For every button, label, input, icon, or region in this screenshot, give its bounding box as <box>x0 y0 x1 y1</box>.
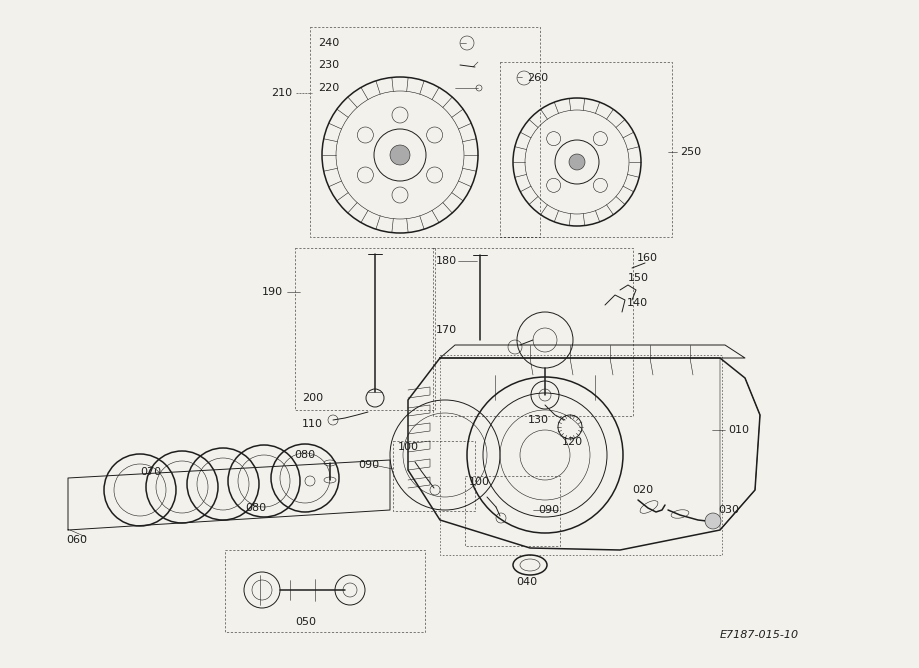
Text: 050: 050 <box>295 617 315 627</box>
Bar <box>499 62 671 237</box>
Text: 020: 020 <box>631 485 652 495</box>
Text: E7187-015-10: E7187-015-10 <box>720 630 799 640</box>
Text: 240: 240 <box>318 38 339 48</box>
Text: 060: 060 <box>66 535 87 545</box>
Bar <box>392 441 474 511</box>
Circle shape <box>390 145 410 165</box>
Bar <box>439 355 721 555</box>
Text: 080: 080 <box>244 503 266 513</box>
Bar <box>295 248 435 410</box>
Text: 140: 140 <box>627 298 647 308</box>
Text: 260: 260 <box>527 73 548 83</box>
Text: 120: 120 <box>562 437 583 447</box>
Text: 110: 110 <box>301 419 323 429</box>
Text: 190: 190 <box>262 287 283 297</box>
Bar <box>310 27 539 237</box>
Text: 080: 080 <box>294 450 315 460</box>
Text: 040: 040 <box>516 577 537 587</box>
Text: 090: 090 <box>538 505 559 515</box>
Text: 210: 210 <box>271 88 292 98</box>
Circle shape <box>704 513 720 529</box>
Text: 170: 170 <box>436 325 457 335</box>
Text: 070: 070 <box>140 467 161 477</box>
Text: 180: 180 <box>436 256 457 266</box>
Text: 010: 010 <box>727 425 748 435</box>
Text: 160: 160 <box>636 253 657 263</box>
Circle shape <box>568 154 584 170</box>
Text: 220: 220 <box>318 83 339 93</box>
Text: 250: 250 <box>679 147 700 157</box>
Bar <box>225 550 425 632</box>
Text: 230: 230 <box>318 60 339 70</box>
Bar <box>464 476 560 546</box>
Text: 200: 200 <box>301 393 323 403</box>
Text: 150: 150 <box>628 273 648 283</box>
Bar <box>433 248 632 416</box>
Text: 130: 130 <box>528 415 549 425</box>
Text: 100: 100 <box>469 477 490 487</box>
Text: 090: 090 <box>357 460 379 470</box>
Text: 100: 100 <box>398 442 418 452</box>
Text: 030: 030 <box>717 505 738 515</box>
